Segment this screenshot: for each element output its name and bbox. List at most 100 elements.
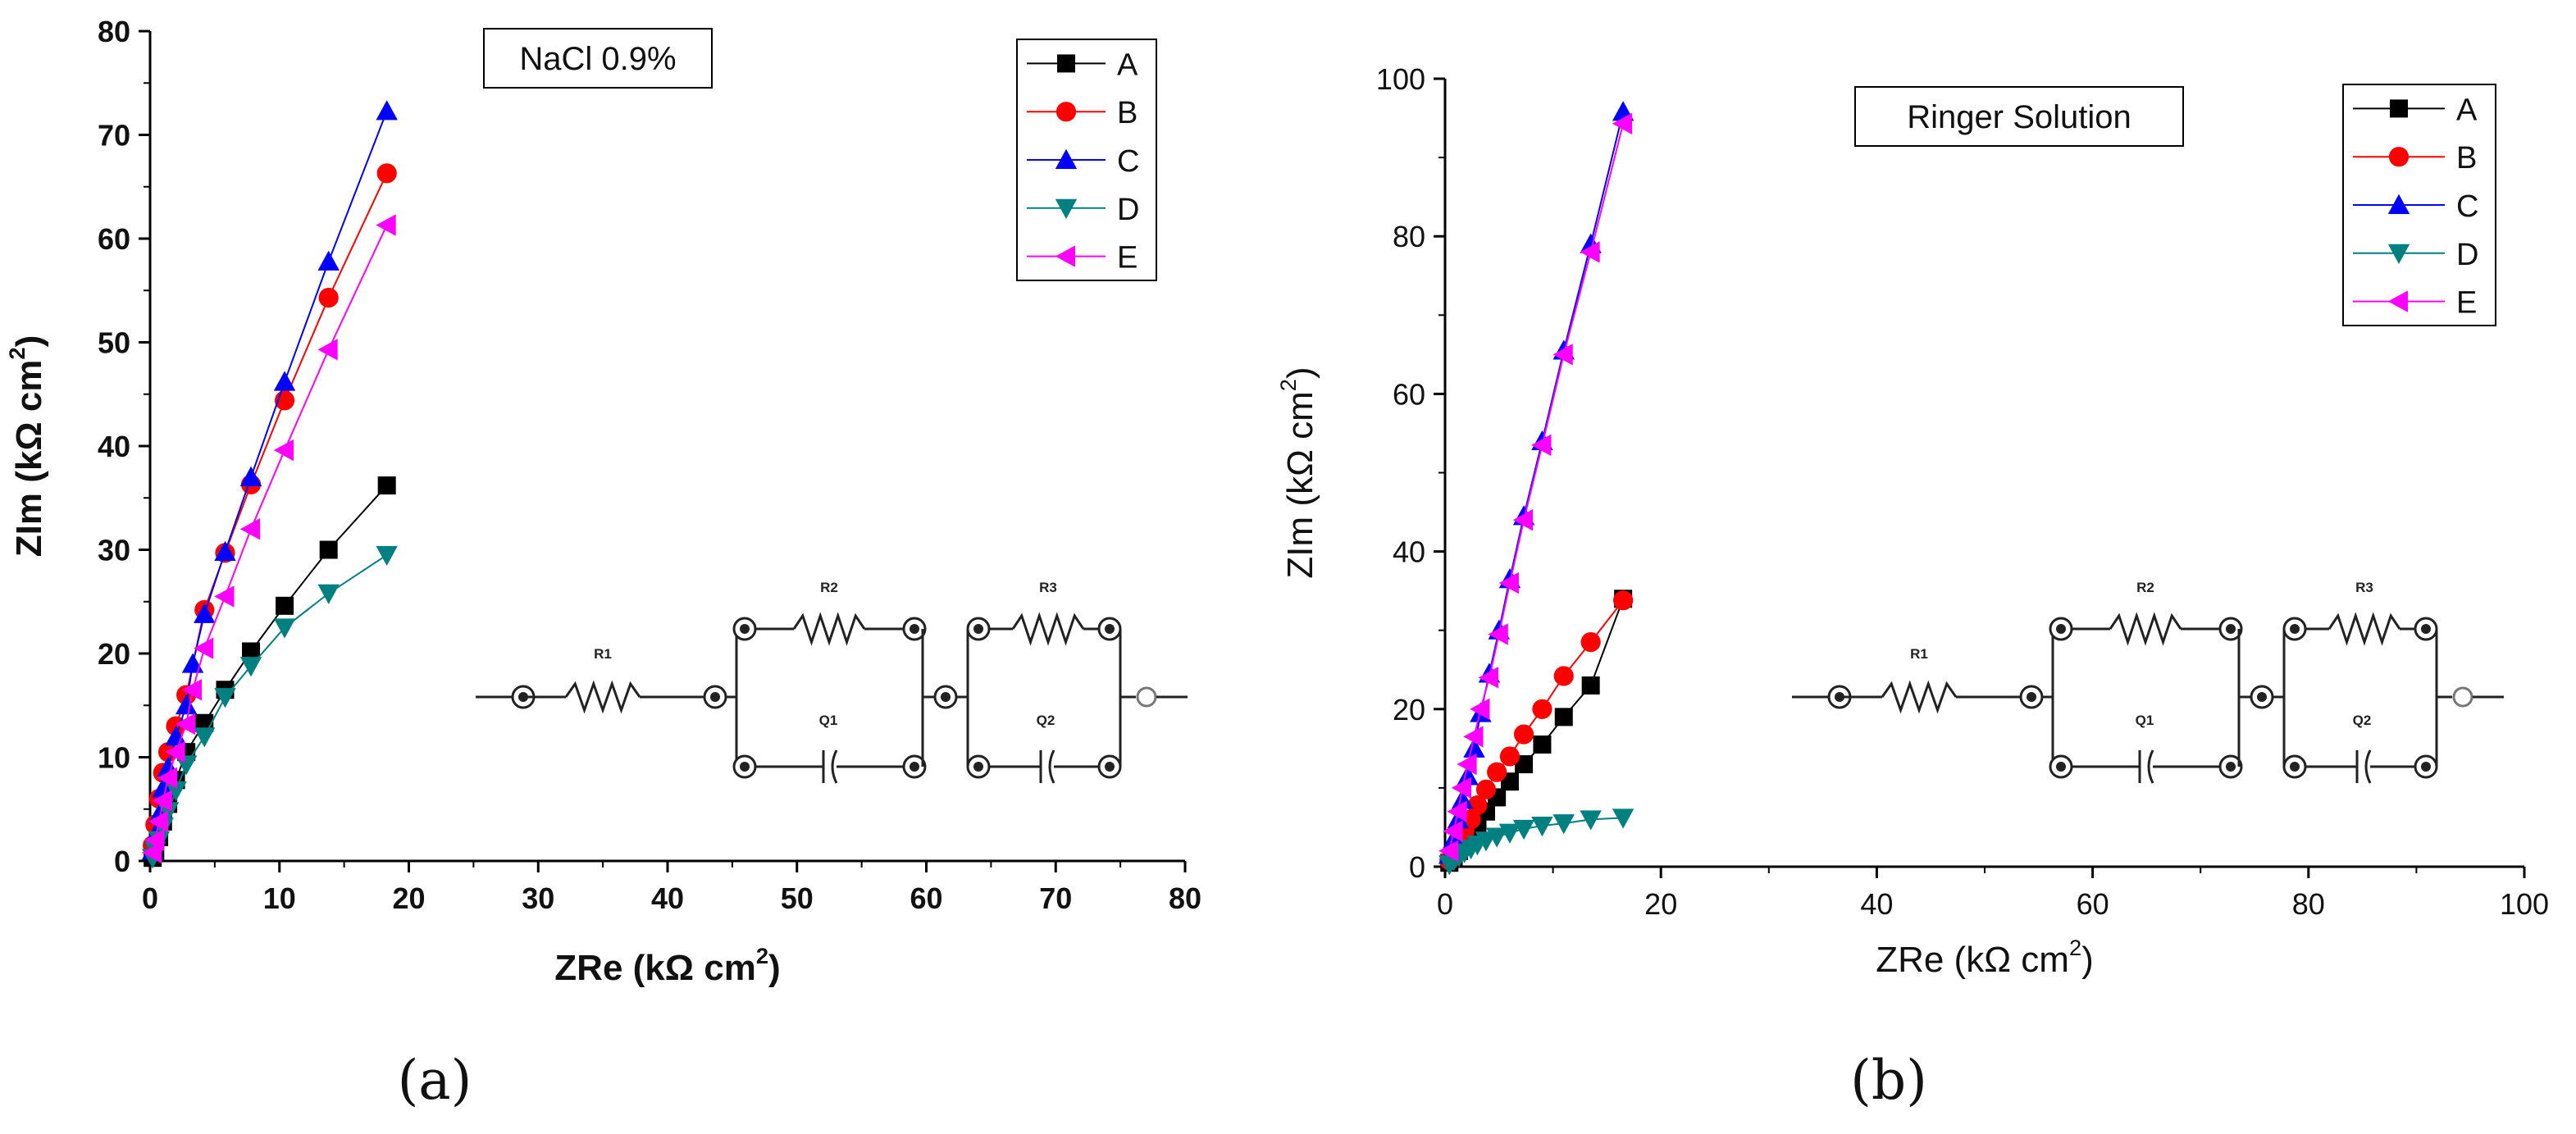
data-point-E: [157, 767, 178, 789]
equivalent-circuit-b: R1 R2 Q1 R3 Q2: [1792, 580, 2504, 784]
data-point-B: [318, 288, 339, 308]
legend-marker-A: [1057, 54, 1075, 73]
x-tick-label: 50: [781, 881, 814, 915]
circuit-node-dot: [2290, 624, 2300, 634]
y-axis-title-superscript: 2: [4, 347, 30, 359]
data-point-A: [319, 540, 338, 559]
y-tick-label: 80: [1393, 220, 1425, 253]
cpe-Q1-arc: [2147, 749, 2154, 784]
legend-label-E: E: [2456, 286, 2477, 321]
data-point-D: [214, 688, 236, 708]
data-point-D: [165, 781, 187, 802]
legend-label-D: D: [2456, 238, 2478, 272]
data-point-D: [239, 657, 262, 677]
x-axis-title-superscript: 2: [2069, 935, 2081, 960]
circuit-node-dot: [740, 624, 750, 634]
y-tick-label: 50: [98, 326, 130, 360]
data-point-A: [242, 642, 261, 661]
circuit-label: R1: [594, 646, 612, 662]
data-point-E: [148, 810, 169, 833]
data-point-E: [1612, 112, 1633, 134]
panel-label-a: (a): [398, 1049, 472, 1112]
x-axis-title-part: ZRe (kΩ cm: [554, 948, 756, 988]
x-tick-label: 40: [1860, 887, 1893, 921]
circuit-label: Q2: [2353, 713, 2372, 728]
data-point-D: [194, 727, 216, 748]
circuit-node-dot: [2056, 762, 2066, 772]
y-tick-label: 100: [1376, 62, 1425, 96]
y-axis-title-part: ): [9, 335, 49, 348]
data-point-E: [214, 585, 235, 608]
legend-label-B: B: [2456, 141, 2477, 175]
data-point-A: [1554, 708, 1573, 726]
data-point-E: [1512, 508, 1534, 531]
resistor-R2: [792, 612, 866, 646]
x-tick-label: 80: [2292, 887, 2325, 921]
data-point-E: [194, 637, 214, 659]
chart-title-box: [1854, 86, 2184, 147]
x-tick-label: 0: [1437, 887, 1453, 921]
y-tick-label: 30: [98, 534, 130, 567]
legend-label-C: C: [1117, 144, 1139, 179]
data-point-D: [1552, 814, 1575, 835]
data-point-E: [1580, 241, 1600, 263]
chart-a: 0 10 20 30 40 50 60 70 80 0 10 20 30 40 50 60 70 80 ZRe (k…: [4, 15, 1201, 988]
circuit-node-dot: [910, 624, 919, 634]
cpe-Q2-arc: [1048, 749, 1055, 784]
data-point-D: [1485, 827, 1508, 848]
circuit-node-dot: [2056, 624, 2066, 634]
data-point-A: [1515, 755, 1534, 774]
data-point-B: [1487, 762, 1507, 782]
data-point-E: [141, 841, 162, 864]
circuit-node-dot: [2290, 762, 2300, 772]
data-point-E: [1488, 623, 1508, 645]
circuit-node-dot: [910, 762, 919, 772]
data-point-A: [276, 596, 294, 615]
equivalent-circuit-a: R1 R2 Q1 R3 Q2: [476, 580, 1188, 784]
y-axis-title: ZIm (kΩ cm2): [1275, 367, 1320, 578]
y-axis-title-superscript: 2: [1275, 379, 1301, 391]
legend-label-C: C: [2456, 189, 2478, 224]
y-tick-label: 40: [98, 430, 130, 463]
data-point-E: [1463, 726, 1484, 748]
data-point-D: [273, 618, 296, 639]
data-point-E: [1451, 776, 1472, 799]
data-point-E: [376, 214, 396, 236]
y-tick-label: 80: [98, 15, 130, 48]
legend-marker-C: [1055, 148, 1078, 169]
legend-label-A: A: [1117, 48, 1138, 82]
x-tick-label: 20: [392, 881, 425, 915]
series-line-C: [152, 111, 388, 851]
circuit-terminal: [2452, 686, 2473, 708]
y-tick-label: 20: [1393, 693, 1425, 726]
data-point-C: [175, 695, 198, 715]
circuit-node-dot: [973, 624, 983, 634]
x-axis-title: ZRe (kΩ cm2): [554, 943, 780, 988]
data-point-A: [1533, 736, 1552, 754]
x-tick-label: 40: [651, 881, 684, 915]
x-axis-title-part: ): [768, 948, 781, 988]
data-point-D: [1580, 810, 1602, 831]
data-point-D: [1531, 817, 1553, 837]
legend-label-D: D: [1117, 193, 1139, 227]
circuit-label: R3: [1039, 580, 1057, 595]
data-point-C: [165, 726, 187, 746]
y-axis-title-part: ZIm (kΩ cm: [1280, 391, 1320, 578]
data-point-E: [1438, 840, 1459, 862]
y-tick-label: 60: [98, 222, 130, 256]
data-point-B: [1499, 746, 1521, 767]
legend-marker-A: [2390, 99, 2408, 118]
circuit-node-dot: [2421, 624, 2431, 634]
legend-marker-B: [1055, 102, 1077, 122]
data-point-E: [1498, 572, 1519, 594]
circuit-label: Q2: [1037, 713, 1055, 728]
y-tick-label: 40: [1393, 535, 1425, 569]
x-tick-label: 100: [2500, 887, 2549, 921]
x-tick-label: 30: [522, 881, 554, 915]
legend-label-E: E: [1117, 241, 1138, 276]
data-point-D: [1512, 819, 1535, 840]
circuit-label: R2: [820, 580, 838, 595]
x-tick-label: 60: [910, 881, 942, 915]
data-point-E: [1531, 434, 1552, 457]
data-point-E: [317, 339, 338, 361]
